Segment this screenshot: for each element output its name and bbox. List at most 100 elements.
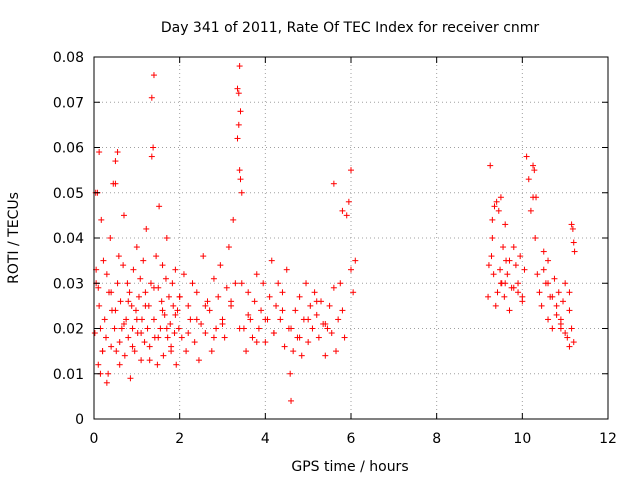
data-point [133, 316, 140, 323]
data-point [234, 85, 241, 92]
data-point [165, 293, 172, 300]
data-point [525, 176, 532, 183]
data-point [298, 352, 305, 359]
data-point [553, 302, 560, 309]
data-point [339, 307, 346, 314]
data-point [292, 307, 299, 314]
data-point [309, 325, 316, 332]
data-point [540, 266, 547, 273]
data-point [135, 293, 142, 300]
data-point [305, 339, 312, 346]
data-point [144, 325, 151, 332]
data-point [172, 311, 179, 318]
data-point [115, 253, 122, 260]
data-point [571, 248, 578, 255]
data-point [236, 63, 243, 70]
data-point [168, 343, 175, 350]
y-tick-label: 0 [75, 412, 84, 428]
data-point [169, 280, 176, 287]
data-point [281, 343, 288, 350]
data-point [570, 239, 577, 246]
data-point [215, 293, 222, 300]
data-point [127, 375, 134, 382]
data-point [238, 189, 245, 196]
data-point [545, 257, 552, 264]
data-point [102, 334, 109, 341]
data-point [120, 212, 127, 219]
data-point [174, 307, 181, 314]
data-point [348, 266, 354, 273]
data-point [137, 275, 144, 282]
data-point [569, 225, 576, 232]
data-point [147, 280, 154, 287]
data-point [328, 330, 335, 337]
data-point [536, 289, 543, 296]
data-point [273, 302, 280, 309]
data-point [208, 348, 215, 355]
data-point [180, 271, 187, 278]
data-points [91, 63, 578, 404]
data-point [228, 298, 235, 305]
data-point [487, 162, 494, 169]
data-point [193, 289, 200, 296]
x-tick-label: 2 [175, 431, 184, 447]
data-point [540, 248, 547, 255]
data-point [138, 357, 145, 364]
data-point [270, 330, 277, 337]
data-point [251, 298, 258, 305]
data-point [235, 121, 242, 128]
data-point [204, 298, 211, 305]
data-point [341, 334, 348, 341]
data-point [512, 262, 519, 269]
data-point [492, 302, 499, 309]
data-point [262, 339, 269, 346]
x-tick-label: 8 [432, 431, 441, 447]
data-point [339, 207, 346, 214]
data-point [504, 271, 511, 278]
data-point [498, 280, 505, 287]
data-point [485, 293, 492, 300]
data-point [497, 194, 504, 201]
data-point [307, 302, 314, 309]
data-point [142, 289, 149, 296]
data-point [566, 289, 573, 296]
data-point [568, 325, 575, 332]
data-point [553, 311, 560, 318]
data-point [510, 244, 517, 251]
data-point [105, 370, 112, 377]
data-point [100, 257, 107, 264]
data-point [489, 216, 496, 223]
data-point [213, 325, 220, 332]
chart-title: Day 341 of 2011, Rate Of TEC Index for r… [161, 20, 540, 36]
data-point [108, 289, 115, 296]
data-point [185, 302, 192, 309]
data-point [117, 298, 124, 305]
data-point [533, 194, 540, 201]
data-point [120, 320, 127, 327]
data-point [283, 266, 290, 273]
data-point [534, 271, 541, 278]
data-point [150, 284, 157, 291]
data-point [125, 334, 132, 341]
data-point [112, 307, 119, 314]
data-point [551, 275, 558, 282]
data-point [235, 90, 242, 97]
data-point [116, 361, 123, 368]
data-point [91, 330, 98, 337]
data-point [95, 361, 102, 368]
data-point [523, 153, 530, 160]
data-point [120, 262, 127, 269]
data-point [268, 257, 275, 264]
data-point [130, 266, 137, 273]
data-point [164, 334, 171, 341]
data-point [187, 316, 194, 323]
data-point [98, 216, 105, 223]
data-point [521, 266, 528, 273]
data-point [154, 361, 161, 368]
data-point [103, 271, 110, 278]
data-point [161, 311, 168, 318]
data-point [99, 348, 106, 355]
data-point [532, 235, 539, 241]
data-point [277, 316, 284, 323]
data-point [236, 167, 243, 174]
